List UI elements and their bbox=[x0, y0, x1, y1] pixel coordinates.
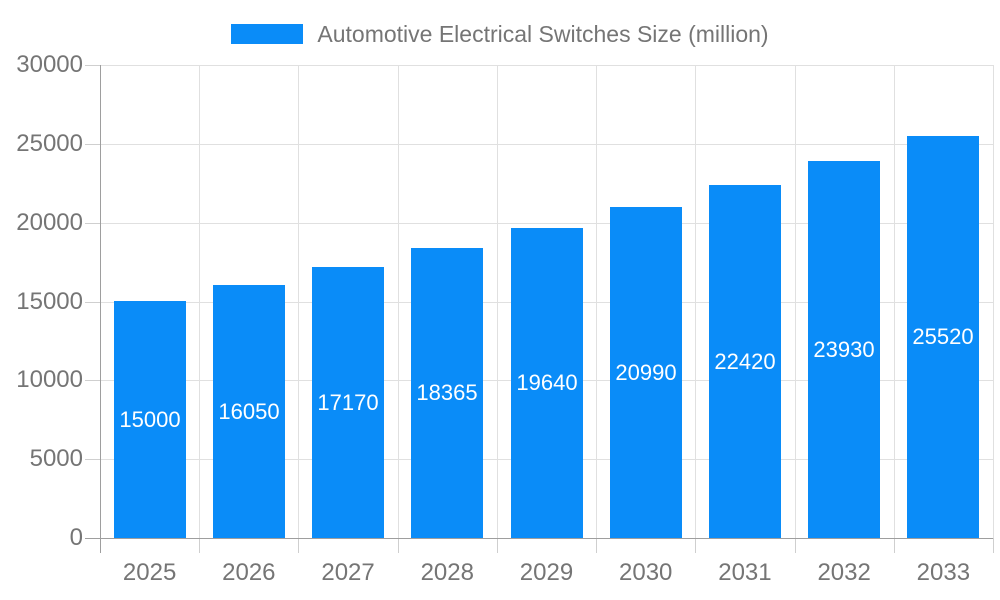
x-axis-tick bbox=[795, 538, 796, 553]
bar-value-label: 16050 bbox=[218, 398, 280, 424]
x-axis-tick bbox=[894, 538, 895, 553]
legend-label: Automotive Electrical Switches Size (mil… bbox=[317, 20, 769, 47]
x-axis-tick-label: 2030 bbox=[619, 559, 673, 586]
bar-value-label: 15000 bbox=[119, 406, 181, 432]
y-axis-tick bbox=[85, 65, 100, 66]
bar-value-label: 23930 bbox=[813, 336, 875, 362]
bar-value-label: 20990 bbox=[615, 359, 677, 385]
y-axis-tick bbox=[85, 144, 100, 145]
bar-value-label: 17170 bbox=[317, 389, 379, 415]
x-axis-tick-label: 2026 bbox=[222, 559, 276, 586]
bar-value-label: 25520 bbox=[912, 324, 974, 349]
x-axis-tick-label: 2029 bbox=[519, 559, 574, 586]
x-axis-tick-label: 2033 bbox=[916, 559, 971, 586]
bar: 22420 bbox=[709, 185, 781, 538]
bar: 25520 bbox=[907, 136, 979, 538]
bar-value-label: 19640 bbox=[516, 370, 578, 395]
x-axis-tick-label: 2032 bbox=[817, 559, 871, 586]
y-axis-line bbox=[100, 65, 101, 553]
x-axis-tick bbox=[298, 538, 299, 553]
x-axis-tick-label: 2025 bbox=[122, 559, 177, 586]
y-axis-tick-label: 30000 bbox=[16, 51, 83, 78]
v-gridline bbox=[894, 65, 895, 538]
bar: 17170 bbox=[312, 267, 384, 538]
legend: Automotive Electrical Switches Size (mil… bbox=[0, 20, 1000, 48]
x-axis-tick bbox=[199, 538, 200, 553]
x-axis-tick bbox=[398, 538, 399, 553]
x-axis-line bbox=[85, 538, 993, 539]
v-gridline bbox=[497, 65, 498, 538]
y-axis-tick bbox=[85, 223, 100, 224]
bar-value-label: 22420 bbox=[714, 348, 776, 374]
y-axis-tick-label: 15000 bbox=[16, 288, 83, 315]
h-gridline bbox=[100, 144, 993, 145]
x-axis-tick bbox=[993, 538, 994, 553]
legend-swatch bbox=[231, 24, 304, 44]
y-axis-tick bbox=[85, 302, 100, 303]
v-gridline bbox=[596, 65, 597, 538]
x-axis-tick bbox=[596, 538, 597, 553]
bar: 20990 bbox=[610, 207, 682, 538]
y-axis-tick-label: 10000 bbox=[16, 366, 83, 393]
bar: 23930 bbox=[808, 161, 880, 538]
bar: 18365 bbox=[411, 248, 483, 538]
y-axis-tick bbox=[85, 459, 100, 460]
bar: 19640 bbox=[511, 228, 583, 538]
v-gridline bbox=[298, 65, 299, 538]
x-axis-tick bbox=[695, 538, 696, 553]
y-axis-tick-label: 0 bbox=[69, 524, 83, 551]
x-axis-tick bbox=[497, 538, 498, 553]
x-axis-tick-label: 2031 bbox=[718, 559, 772, 586]
bar-value-label: 18365 bbox=[416, 380, 478, 405]
bar: 16050 bbox=[213, 285, 285, 538]
x-axis-tick-label: 2027 bbox=[321, 559, 375, 586]
h-gridline bbox=[100, 65, 993, 66]
y-axis-tick-label: 20000 bbox=[16, 209, 83, 236]
y-axis-tick-label: 5000 bbox=[29, 445, 83, 472]
h-gridline bbox=[100, 223, 993, 224]
v-gridline bbox=[993, 65, 994, 538]
y-axis-tick-label: 25000 bbox=[16, 130, 83, 157]
v-gridline bbox=[398, 65, 399, 538]
v-gridline bbox=[795, 65, 796, 538]
x-axis-tick-label: 2028 bbox=[420, 559, 474, 586]
v-gridline bbox=[695, 65, 696, 538]
y-axis-tick bbox=[85, 380, 100, 381]
v-gridline bbox=[199, 65, 200, 538]
bar: 15000 bbox=[114, 301, 186, 538]
